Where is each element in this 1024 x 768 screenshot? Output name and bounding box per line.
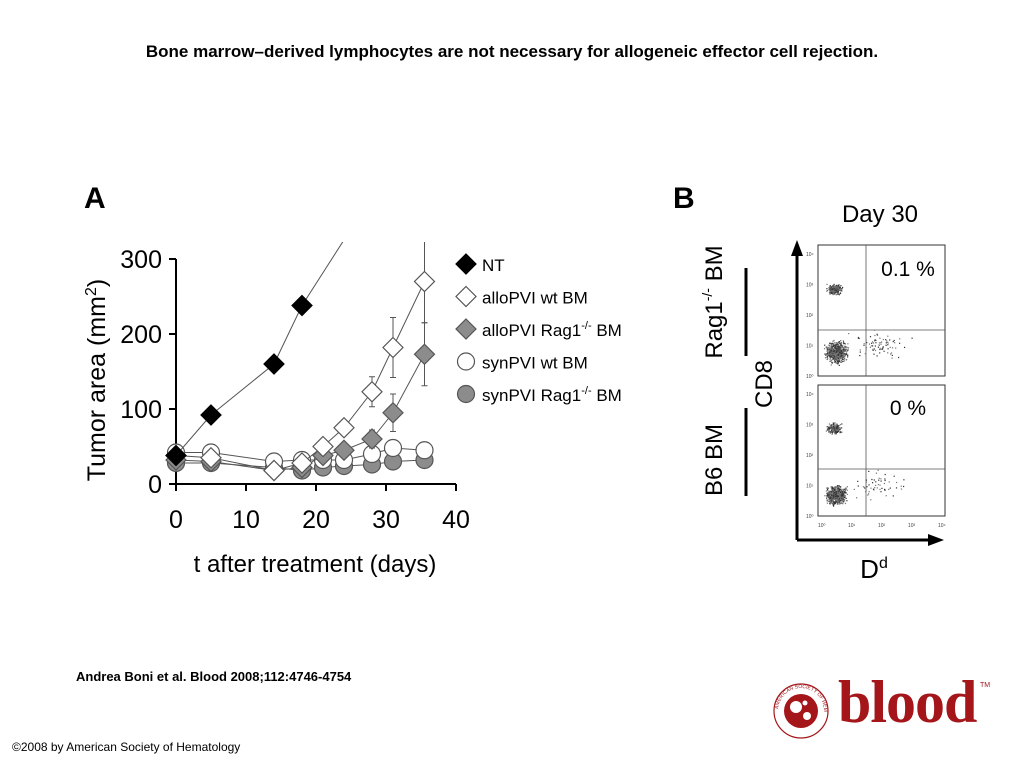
y-tick-label: 0 — [148, 471, 162, 499]
chart-ticks: 0 100 200 300 0 10 20 30 40 — [120, 246, 470, 534]
chart-legend: NT alloPVI wt BM alloPVI Rag1-/- BM synPVI … — [455, 253, 622, 405]
x-tick-label: 40 — [442, 506, 470, 534]
y-tick-label: 10⁰ — [806, 374, 814, 380]
y-tick-label: 10⁰ — [806, 514, 814, 520]
legend-label: alloPVI Rag1-/- BM — [482, 320, 622, 340]
logo-trademark: TM — [980, 682, 991, 689]
y-axis-label: Tumor area (mm2) — [83, 279, 111, 481]
panel-label-b: B — [673, 182, 695, 215]
data-point — [263, 353, 285, 375]
x-tick-label: 10⁴ — [938, 523, 946, 529]
data-point — [312, 435, 334, 458]
chart-series — [165, 242, 436, 482]
x-tick-label: 10² — [878, 523, 886, 529]
cd8-negative-cluster-top — [823, 339, 849, 366]
data-point — [291, 294, 313, 317]
x-axis-arrowhead — [928, 534, 944, 546]
data-point — [413, 343, 436, 366]
legend-marker — [456, 384, 476, 404]
y-axis-arrowhead — [791, 240, 803, 256]
y-tick-label: 10¹ — [806, 344, 814, 350]
series-0 — [165, 242, 344, 467]
panel-b-flow-plots: Day 30 10⁰10¹10²10³10⁴10⁰10¹10²10³10⁴10⁰… — [699, 201, 946, 584]
x-axis-label: t after treatment (days) — [194, 551, 437, 578]
data-point — [263, 459, 285, 482]
y-axis-label-cd8: CD8 — [751, 360, 778, 408]
data-point — [200, 446, 222, 469]
legend-marker — [456, 352, 476, 371]
y-tick-label: 100 — [120, 396, 162, 424]
y-tick-label: 10² — [806, 453, 814, 459]
logo-wordmark: blood — [838, 669, 977, 735]
legend-label: alloPVI wt BM — [482, 289, 588, 308]
x-tick-label: 10³ — [908, 523, 916, 529]
data-point — [200, 404, 222, 426]
cd8-positive-cluster-bottom — [825, 422, 843, 435]
cd8-positive-cluster-top — [826, 283, 844, 296]
data-point — [413, 270, 436, 293]
scatter-background-bottom — [853, 469, 905, 501]
data-point — [291, 452, 313, 474]
data-point — [382, 336, 404, 359]
data-point — [333, 439, 355, 462]
slide-title: Bone marrow–derived lymphocytes are not … — [145, 42, 879, 61]
y-tick-label: 10¹ — [806, 484, 814, 490]
row-label-rag1: Rag1-/- BM — [699, 245, 728, 358]
y-tick-label: 200 — [120, 321, 162, 349]
legend-marker — [455, 253, 477, 275]
panel-a-line-chart: 0 100 200 300 0 10 20 30 40 NT alloPVI wt BM alloP… — [83, 242, 622, 578]
legend-marker — [455, 318, 477, 340]
y-tick-label: 10⁴ — [806, 392, 814, 398]
x-tick-label: 20 — [302, 506, 330, 534]
citation: Andrea Boni et al. Blood 2008;112:4746-4… — [76, 669, 352, 684]
data-point — [165, 444, 187, 467]
figure: A 0 100 200 300 0 10 20 30 40 NT alloPVI wt BM all… — [83, 182, 946, 584]
series-line — [175, 242, 344, 456]
y-tick-label: 10³ — [806, 423, 814, 429]
ash-seal-icon: AMERICAN SOCIETY OF HEMATOLOGY — [768, 676, 829, 739]
y-tick-label: 10³ — [806, 283, 814, 289]
data-point — [382, 401, 404, 424]
data-point — [333, 416, 355, 439]
y-tick-label: 10² — [806, 313, 814, 319]
data-point — [361, 380, 383, 403]
x-tick-label: 10⁰ — [818, 523, 826, 529]
row-label-b6: B6 BM — [701, 424, 728, 496]
x-tick-label: 10¹ — [848, 523, 856, 529]
data-point — [361, 428, 383, 450]
scatter-background-top — [848, 329, 913, 359]
legend-label: synPVI Rag1-/- BM — [482, 385, 622, 405]
panel-b-title: Day 30 — [842, 201, 918, 228]
x-tick-label: 0 — [169, 506, 183, 534]
legend-label: synPVI wt BM — [482, 354, 588, 373]
y-tick-label: 10⁴ — [806, 252, 814, 258]
blood-journal-logo: AMERICAN SOCIETY OF HEMATOLOGY blood TM — [768, 669, 991, 746]
quadrant-percent-bottom: 0 % — [890, 397, 926, 420]
x-tick-label: 10 — [232, 506, 260, 534]
x-axis-label-dd: Dd — [860, 554, 888, 584]
legend-marker — [455, 285, 477, 308]
data-point — [415, 441, 434, 460]
flow-dot-clusters: 10⁰ 10¹ 10² 10³ 10⁴ 10⁰ 10¹ 10² 10³ 10⁴ 10⁰ 10¹ 10² 1… — [806, 252, 946, 529]
x-tick-label: 30 — [372, 506, 400, 534]
y-tick-label: 300 — [120, 246, 162, 274]
data-point — [383, 438, 403, 458]
quadrant-percent-top: 0.1 % — [881, 258, 935, 281]
copyright: ©2008 by American Society of Hematology — [12, 740, 241, 754]
panel-label-a: A — [84, 182, 106, 215]
cd8-negative-cluster-bottom — [824, 485, 848, 507]
legend-label: NT — [482, 256, 505, 275]
